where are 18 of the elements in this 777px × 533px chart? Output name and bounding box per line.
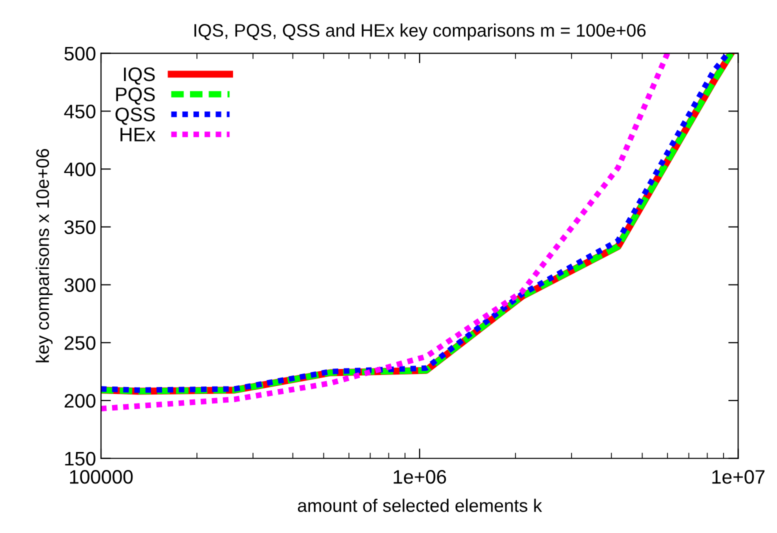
legend-label: HEx (120, 128, 156, 142)
y-tick-label: 450 (64, 104, 96, 118)
legend-label: IQS (124, 67, 155, 85)
y-axis-title: key comparisons x 10e+06 (36, 148, 53, 362)
x-tick-label: 1e+06 (394, 470, 446, 484)
y-tick-label: 150 (65, 452, 96, 466)
y-tick-label: 300 (64, 278, 96, 292)
x-axis-title: amount of selected elements k (298, 498, 542, 512)
legend-label: QSS (116, 108, 155, 125)
chart-title: IQS, PQS, QSS and HEx key comparisons m = 100e+06 (194, 24, 646, 40)
legend-label: PQS (116, 87, 155, 105)
y-tick-label: 350 (64, 220, 96, 234)
y-tick-label: 400 (64, 162, 96, 176)
y-tick-label: 200 (64, 394, 96, 408)
x-tick-label: 1e+07 (712, 470, 764, 484)
y-tick-label: 250 (64, 336, 96, 350)
x-tick-label: 100000 (70, 470, 133, 484)
y-tick-label: 500 (64, 46, 96, 61)
